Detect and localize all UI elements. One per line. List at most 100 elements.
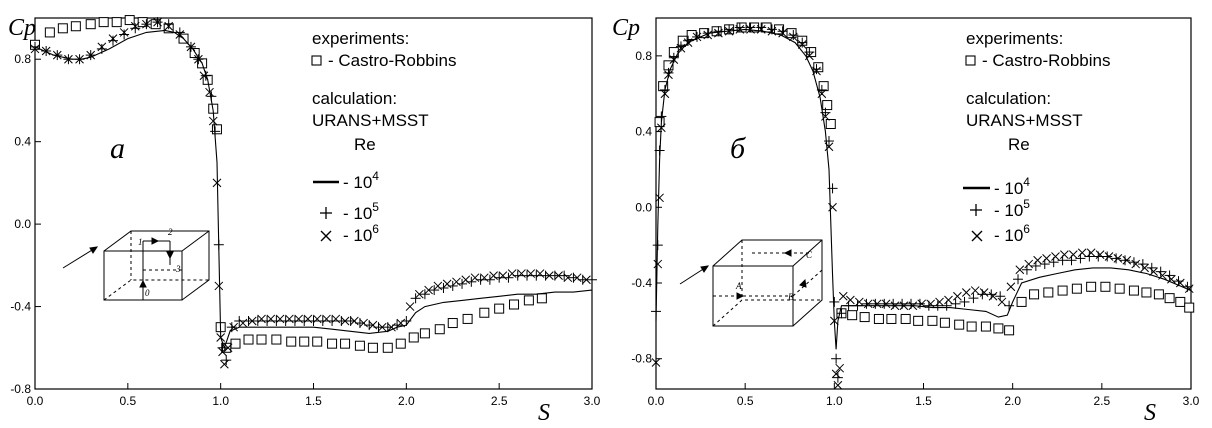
legend-experiments-header: experiments: (312, 29, 409, 48)
data-point-square (954, 319, 965, 330)
data-point-cross (1051, 252, 1060, 261)
data-point-cross (1006, 282, 1016, 292)
data-point-cross (692, 32, 702, 42)
inset-label-0: 0 (145, 288, 150, 298)
data-point-cross (199, 71, 209, 81)
x-tick-label: 1.0 (212, 394, 229, 408)
data-point-square (85, 19, 96, 30)
data-point-cross (1140, 263, 1149, 273)
data-point-cross (838, 291, 848, 301)
legend-experiment-entry: - Castro-Robbins (982, 51, 1111, 70)
data-point-square (813, 62, 824, 73)
data-point-square (1184, 302, 1195, 313)
legend-cross-marker (320, 230, 332, 242)
data-point-cross (899, 301, 909, 311)
data-point-plus (1111, 253, 1122, 264)
data-point-cross (285, 314, 294, 324)
data-point-cross (1167, 274, 1176, 284)
y-tick-label: 0.8 (14, 52, 31, 66)
data-point-cross (778, 28, 787, 38)
inset-label-2: 2 (168, 227, 173, 237)
data-point-cross (554, 271, 563, 280)
data-point-cross (223, 343, 233, 353)
data-point-square (256, 334, 267, 345)
data-point-square (658, 81, 669, 92)
legend: experiments: - Castro-Robbins calculatio… (963, 29, 1111, 245)
data-point-cross (1175, 278, 1185, 288)
data-point-cross (655, 193, 664, 203)
data-point-square (340, 338, 351, 349)
data-point-cross (1131, 259, 1141, 269)
data-point-cross (714, 28, 723, 38)
data-point-plus (654, 145, 665, 156)
legend-entry-re4: - 104 (994, 175, 1030, 198)
data-point-cross (349, 316, 359, 326)
data-point-plus (724, 24, 735, 35)
inset-label-B: B (788, 292, 794, 302)
data-point-cross (266, 314, 276, 324)
data-point-cross (452, 277, 461, 287)
data-point-cross (1086, 248, 1096, 258)
data-point-plus (914, 298, 925, 309)
series-plus (30, 17, 597, 366)
series-plus (651, 22, 1193, 383)
data-point-plus (107, 35, 118, 46)
data-point-square (1153, 289, 1164, 300)
data-point-cross (926, 299, 935, 309)
data-point-square (243, 334, 254, 345)
data-point-cross (735, 25, 745, 34)
data-point-cross (890, 301, 900, 311)
legend-plus-marker (970, 204, 982, 216)
panel-label: a (110, 132, 125, 165)
data-point-square (271, 334, 282, 345)
data-point-cross (414, 289, 424, 299)
data-point-plus (234, 315, 245, 326)
data-point-plus (702, 28, 713, 39)
data-point-cross (935, 297, 944, 307)
data-point-plus (879, 298, 890, 309)
data-point-cross (961, 288, 971, 297)
legend-calculation-header: calculation: (966, 89, 1051, 108)
data-point-square (230, 338, 241, 349)
data-point-cross (517, 269, 526, 278)
plot-frame (34, 17, 593, 390)
data-point-square (913, 315, 924, 326)
x-axis-label: S (538, 400, 550, 426)
data-point-cross (1015, 265, 1025, 275)
data-point-square (536, 293, 547, 304)
data-point-square (286, 336, 297, 347)
y-tick-label: 0.4 (14, 135, 31, 149)
data-point-cross (854, 297, 864, 307)
data-point-cross (218, 347, 227, 357)
data-point-cross (1104, 252, 1114, 261)
data-point-cross (208, 116, 218, 126)
data-point-square (1016, 296, 1027, 307)
data-point-square (822, 100, 833, 111)
data-point-square (873, 313, 884, 324)
data-point-plus (797, 37, 808, 48)
legend: experiments: - Castro-Robbins calculatio… (311, 29, 457, 245)
y-tick-label: -0.8 (10, 382, 31, 396)
data-point-cross (119, 28, 129, 37)
y-axis-label: Cp (8, 15, 36, 41)
data-point-square (825, 119, 836, 129)
data-point-cross (331, 314, 341, 324)
data-point-cross (1149, 267, 1158, 276)
data-point-plus (587, 274, 597, 285)
data-point-cross (828, 202, 837, 212)
data-point-square (1057, 285, 1068, 296)
data-point-cross (498, 271, 508, 280)
data-point-square (354, 340, 365, 351)
data-point-plus (30, 41, 40, 52)
legend-experiment-entry: - Castro-Robbins (328, 51, 457, 70)
x-tick-label: 2.0 (1004, 394, 1021, 408)
data-point-square (1141, 287, 1152, 298)
data-point-plus (823, 136, 834, 147)
data-point-cross (247, 316, 257, 326)
data-point-square (847, 310, 858, 321)
y-axis-label: Cp (612, 15, 640, 41)
data-point-cross (767, 26, 777, 36)
data-point-plus (1102, 251, 1113, 262)
data-point-square (1004, 325, 1015, 336)
x-tick-label: 2.5 (491, 394, 508, 408)
